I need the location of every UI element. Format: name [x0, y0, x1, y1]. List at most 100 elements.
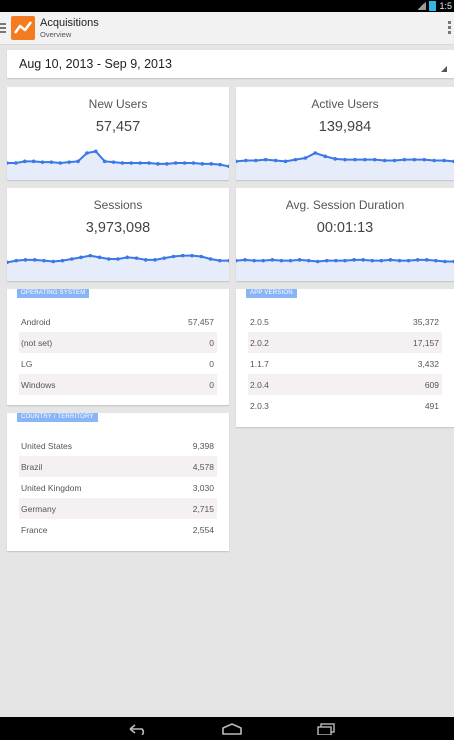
sparkline-point — [273, 158, 278, 163]
sparkline-point — [236, 258, 238, 263]
sparkline-point — [88, 253, 93, 258]
sparkline-point — [353, 157, 357, 162]
page-subtitle: Overview — [40, 30, 72, 39]
table-row[interactable]: France 2,554 — [21, 525, 214, 535]
table-row[interactable]: 2.0.2 17,157 — [248, 332, 442, 353]
date-range-label: Aug 10, 2013 - Sep 9, 2013 — [19, 57, 172, 71]
table-row[interactable]: (not set) 0 — [19, 332, 217, 353]
sparkline-point — [244, 158, 248, 163]
sparkline-point — [165, 162, 169, 166]
sparkline-point — [432, 158, 436, 163]
table-row[interactable]: 2.0.3 491 — [250, 401, 439, 411]
sparkline-point — [434, 258, 438, 263]
metric-card-avg-session-duration[interactable]: Avg. Session Duration 00:01:13 — [236, 188, 454, 281]
sparkline-point — [243, 258, 247, 262]
back-icon[interactable] — [120, 717, 156, 740]
table-row[interactable]: Android 57,457 — [21, 317, 214, 327]
sparkline-point — [261, 258, 266, 263]
sparkline-point — [293, 157, 298, 162]
table-row[interactable]: 1.1.7 3,432 — [250, 359, 439, 369]
sparkline-point — [85, 151, 89, 155]
table-row[interactable]: Germany 2,715 — [19, 498, 217, 519]
drawer-menu-icon[interactable] — [0, 23, 6, 33]
sparkline-point — [79, 255, 83, 260]
sparkline-point — [69, 257, 74, 261]
table-row[interactable]: Windows 0 — [19, 374, 217, 395]
sparkline-point — [315, 259, 320, 264]
sparkline-point — [333, 157, 337, 161]
app-version-tag: APP VERSION — [246, 289, 297, 298]
sparkline-point — [372, 157, 377, 162]
sparkline-point — [102, 159, 107, 164]
system-nav-bar — [0, 717, 454, 740]
sparkline-point — [191, 161, 196, 165]
sparkline-point — [379, 258, 384, 263]
sparkline-point — [171, 254, 176, 259]
metric-card-sessions[interactable]: Sessions 3,973,098 — [7, 188, 229, 281]
sparkline-point — [209, 162, 214, 166]
sessions-sparkline — [7, 253, 229, 281]
sparkline-point — [263, 157, 268, 162]
table-row[interactable]: LG 0 — [21, 359, 214, 369]
sparkline-point — [412, 157, 417, 162]
metric-title: Sessions — [93, 198, 143, 212]
sparkline-area — [7, 151, 229, 180]
sparkline-point — [143, 258, 148, 262]
metric-card-new-users[interactable]: New Users 57,457 — [7, 87, 229, 180]
sparkline-point — [42, 258, 46, 263]
table-row[interactable]: United Kingdom 3,030 — [21, 483, 214, 493]
table-row[interactable]: 2.0.4 609 — [248, 374, 442, 395]
sparkline-point — [442, 158, 446, 163]
sparkline-point — [370, 258, 375, 263]
sparkline-point — [227, 164, 229, 169]
sparkline-point — [217, 258, 222, 263]
table-row[interactable]: 2.0.5 35,372 — [250, 317, 439, 327]
sparkline-point — [180, 253, 185, 258]
new-users-sparkline — [7, 149, 229, 180]
sparkline-point — [288, 258, 293, 263]
sparkline-point — [22, 159, 27, 164]
sparkline-point — [424, 258, 429, 262]
sparkline-point — [382, 158, 387, 163]
sparkline-point — [23, 258, 28, 262]
metric-value: 139,984 — [318, 119, 372, 135]
home-icon[interactable] — [214, 717, 250, 740]
sparkline-point — [14, 258, 19, 263]
sparkline-point — [162, 256, 167, 260]
sparkline-point — [76, 159, 80, 164]
recents-icon[interactable] — [308, 717, 344, 740]
status-icons: 1:5 — [417, 0, 452, 12]
sparkline-point — [208, 257, 213, 261]
sparkline-point — [313, 151, 318, 155]
sparkline-point — [182, 161, 187, 165]
operating-system-card: OPERATING SYSTEM Android 57,457 (not set)… — [7, 289, 229, 405]
sparkline-point — [343, 258, 347, 263]
metric-value: 57,457 — [95, 119, 141, 135]
sparkline-point — [303, 156, 308, 160]
country-territory-card: COUNTRY / TERRITORY United States 9,398 B… — [7, 413, 229, 551]
sparkline-point — [147, 161, 151, 165]
sparkline-point — [270, 258, 275, 262]
overflow-menu-icon[interactable] — [448, 21, 451, 36]
sparkline-point — [363, 157, 367, 162]
metric-card-active-users[interactable]: Active Users 139,984 — [236, 87, 454, 180]
signal-icon — [417, 2, 427, 10]
sparkline-point — [49, 160, 54, 164]
date-range-selector[interactable]: Aug 10, 2013 - Sep 9, 2013 — [7, 50, 454, 78]
clock: 1:5 — [439, 1, 452, 11]
table-row[interactable]: United States 9,398 — [21, 441, 214, 451]
sparkline-point — [97, 255, 102, 260]
sparkline-point — [402, 157, 407, 162]
sparkline-point — [153, 258, 157, 262]
table-row[interactable]: Brazil 4,578 — [19, 456, 217, 477]
analytics-logo-icon[interactable] — [11, 16, 35, 40]
sparkline-point — [279, 258, 284, 263]
sparkline-point — [218, 162, 222, 167]
action-bar: Acquisitions Overview — [0, 12, 454, 45]
page-title: Acquisitions — [40, 17, 99, 29]
sparkline-point — [325, 258, 329, 263]
sparkline-point — [392, 158, 397, 163]
sparkline-point — [190, 253, 194, 258]
sparkline-point — [32, 258, 37, 262]
sparkline-point — [156, 162, 160, 166]
